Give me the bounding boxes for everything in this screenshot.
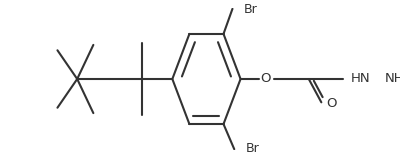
Text: O: O (327, 97, 337, 109)
Text: NH: NH (385, 73, 400, 85)
Text: O: O (260, 73, 271, 85)
Text: Br: Br (246, 142, 260, 155)
Text: HN: HN (351, 73, 370, 85)
Text: Br: Br (243, 3, 257, 16)
